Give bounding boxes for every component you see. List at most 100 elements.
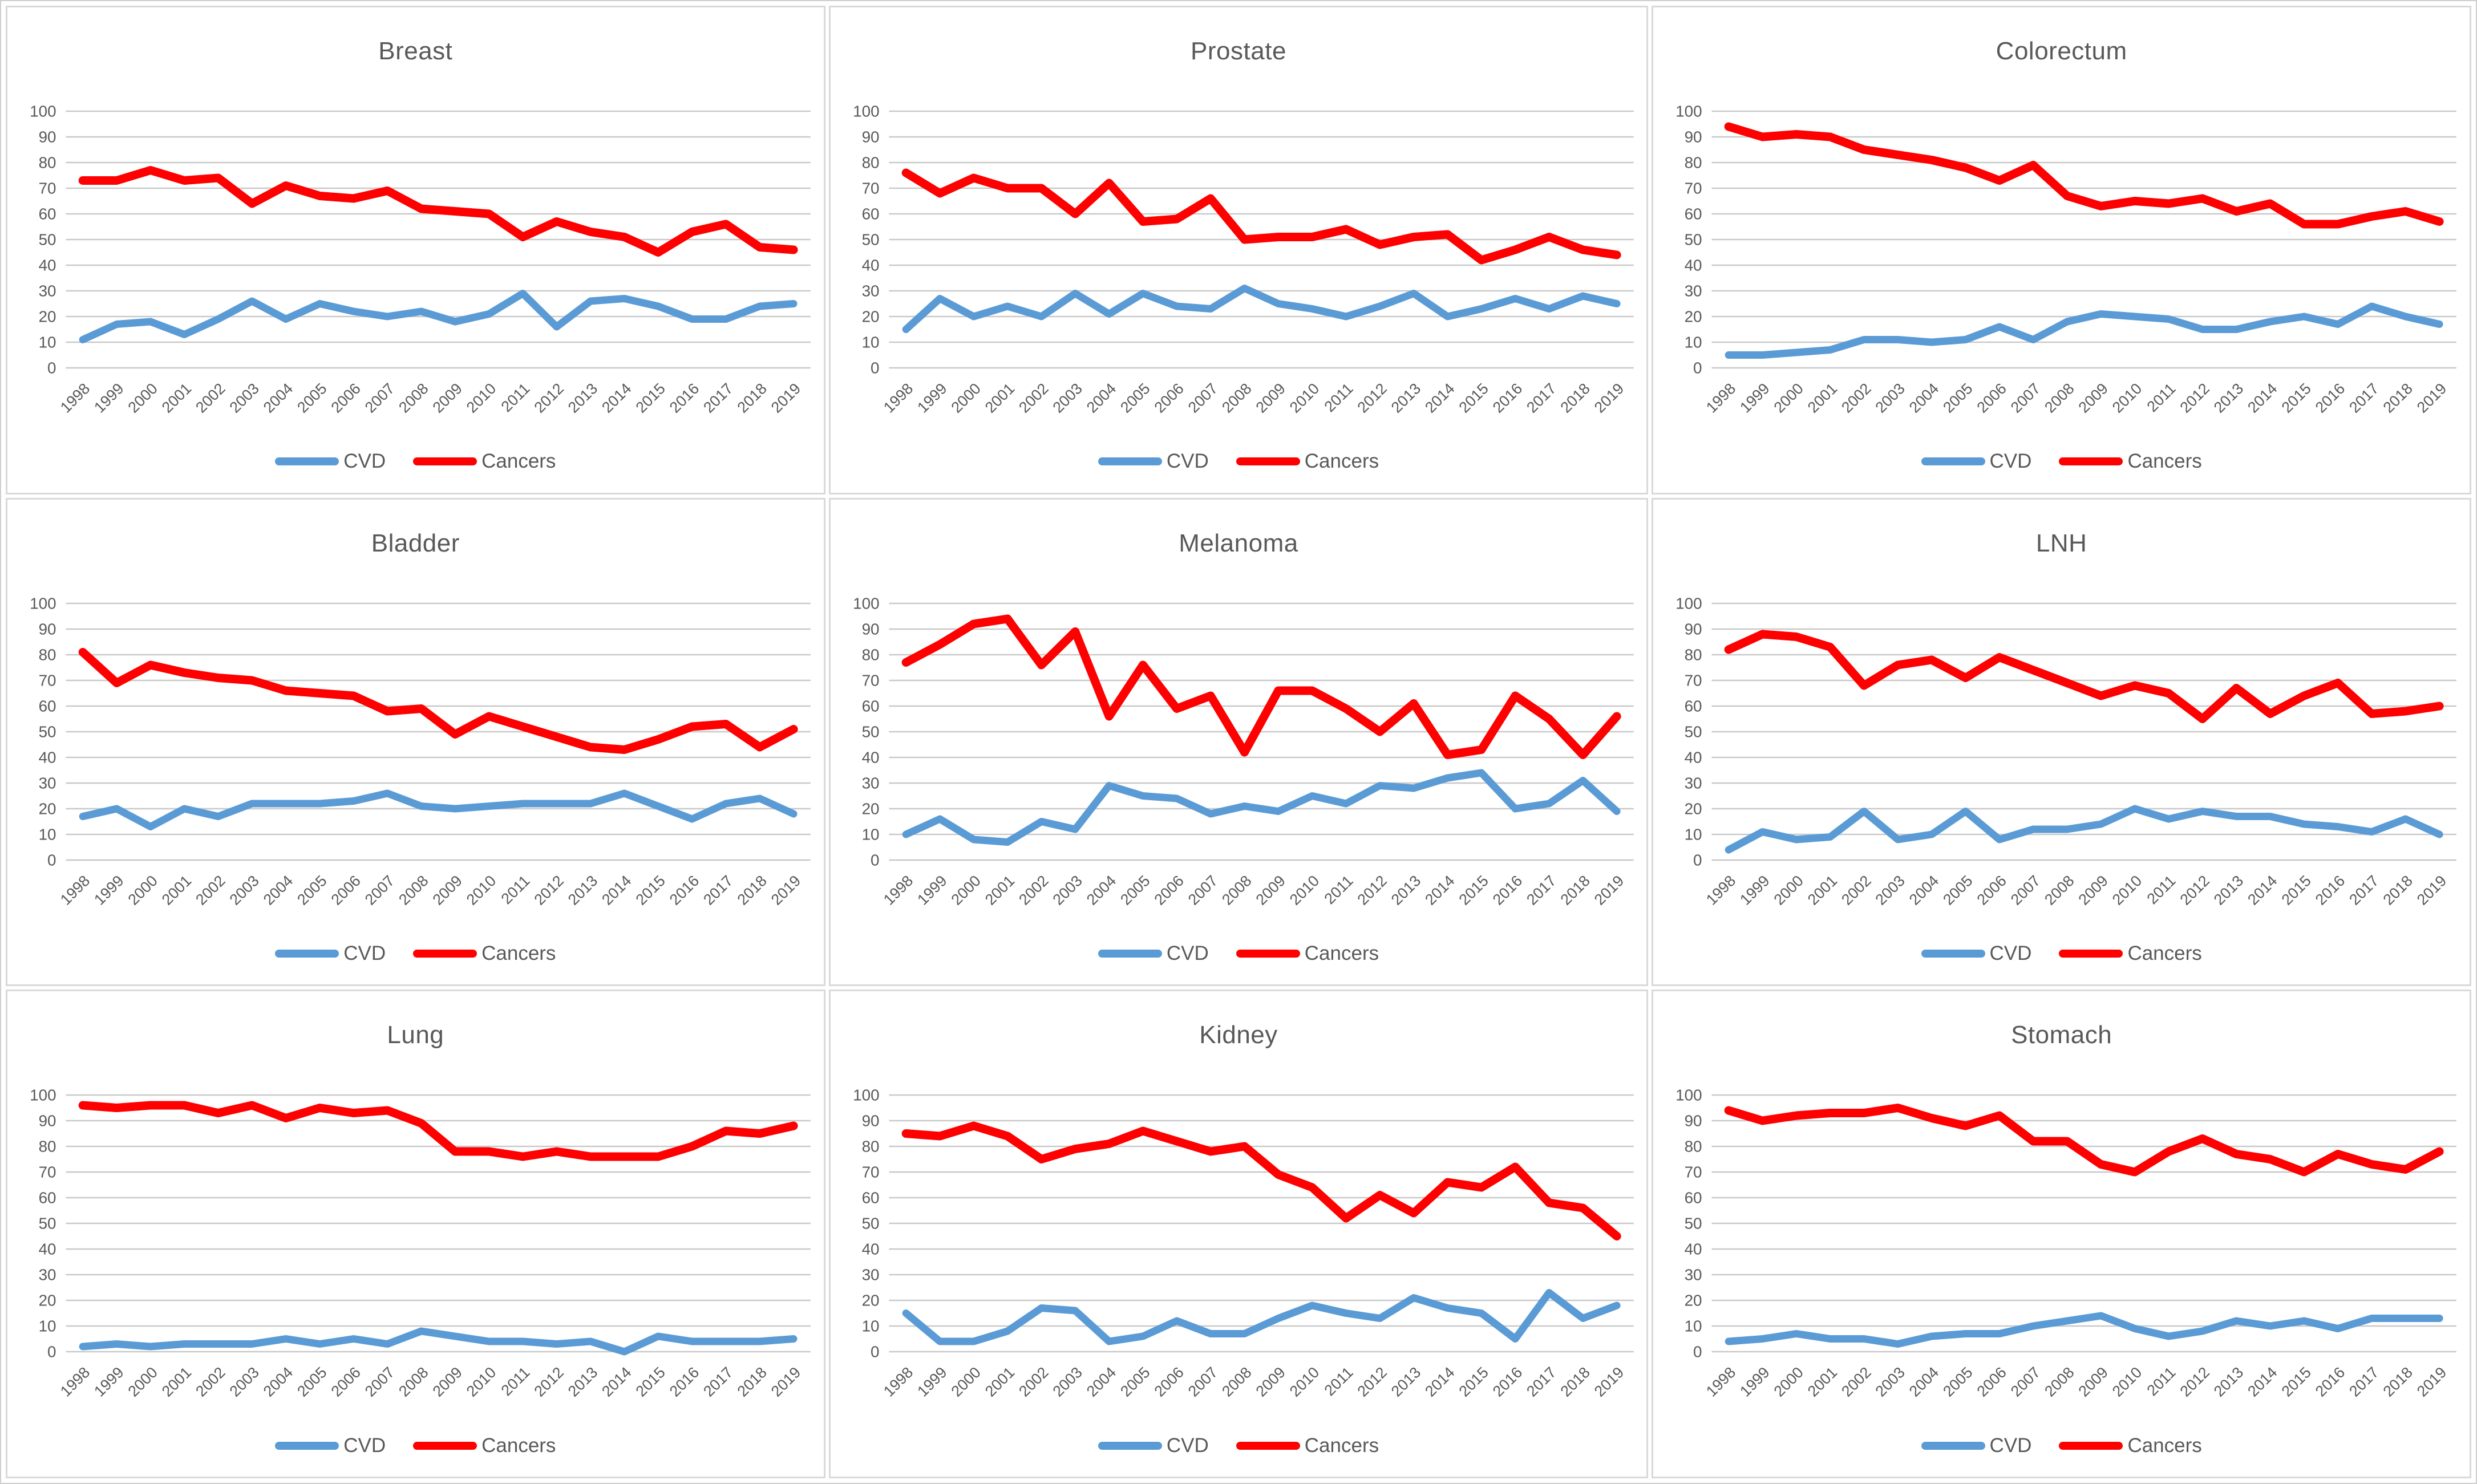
svg-text:70: 70 <box>1685 1163 1702 1181</box>
legend-item-cancers: Cancers <box>413 942 556 965</box>
svg-text:2004: 2004 <box>1906 380 1942 416</box>
legend-label-cvd: CVD <box>1989 450 2032 473</box>
svg-text:2003: 2003 <box>1049 380 1085 416</box>
chart-panel-lnh: LNH 100 90 80 70 60 50 40 30 20 10 0 1998 1999 2000 20… <box>1652 497 2471 987</box>
svg-text:2009: 2009 <box>430 872 466 909</box>
svg-text:40: 40 <box>861 256 879 274</box>
svg-text:2015: 2015 <box>633 380 669 416</box>
svg-text:2008: 2008 <box>2042 380 2078 416</box>
svg-text:2019: 2019 <box>1591 1364 1627 1400</box>
legend-label-cvd: CVD <box>1166 942 1209 964</box>
svg-text:2012: 2012 <box>1354 872 1390 909</box>
chart-title: Melanoma <box>1179 529 1298 557</box>
svg-text:2015: 2015 <box>2278 1364 2314 1400</box>
svg-text:1999: 1999 <box>1737 872 1773 909</box>
svg-text:70: 70 <box>861 1163 879 1181</box>
svg-text:2019: 2019 <box>768 872 804 909</box>
svg-text:2018: 2018 <box>2380 1364 2416 1400</box>
svg-text:2005: 2005 <box>1117 1364 1153 1400</box>
svg-text:2001: 2001 <box>159 380 195 416</box>
legend-item-cancers: Cancers <box>413 450 556 473</box>
legend-item-cancers: Cancers <box>2059 1434 2202 1457</box>
chart-legend: CVD Cancers <box>831 1420 1647 1477</box>
svg-text:2013: 2013 <box>1388 1364 1424 1400</box>
svg-text:50: 50 <box>861 723 879 740</box>
legend-swatch-cvd <box>1921 949 1985 958</box>
svg-text:2006: 2006 <box>328 872 364 909</box>
legend-swatch-cancers <box>1236 949 1300 958</box>
svg-text:2015: 2015 <box>633 872 669 909</box>
legend-label-cancers: Cancers <box>481 450 556 473</box>
chart-legend: CVD Cancers <box>7 436 824 493</box>
svg-text:2009: 2009 <box>2075 380 2111 416</box>
legend-item-cvd: CVD <box>1098 1434 1209 1457</box>
svg-text:2004: 2004 <box>1906 1364 1942 1400</box>
chart-title: LNH <box>2035 529 2087 557</box>
svg-text:2015: 2015 <box>1455 1364 1491 1400</box>
svg-text:70: 70 <box>861 671 879 689</box>
svg-text:50: 50 <box>39 1215 56 1232</box>
svg-text:10: 10 <box>39 333 56 351</box>
svg-text:60: 60 <box>1685 697 1702 715</box>
svg-text:2014: 2014 <box>2245 872 2281 909</box>
svg-text:2012: 2012 <box>531 1364 567 1400</box>
svg-text:2006: 2006 <box>1151 872 1187 909</box>
svg-text:2003: 2003 <box>226 1364 262 1400</box>
svg-text:2017: 2017 <box>1523 872 1559 909</box>
legend-item-cancers: Cancers <box>1236 942 1379 965</box>
svg-text:2009: 2009 <box>2075 872 2111 909</box>
svg-text:90: 90 <box>39 620 56 638</box>
chart-panel-stomach: Stomach 100 90 80 70 60 50 40 30 20 10 0 1998 1999 20… <box>1652 990 2471 1478</box>
svg-text:2003: 2003 <box>226 872 262 909</box>
svg-text:1998: 1998 <box>57 380 93 416</box>
chart-legend: CVD Cancers <box>7 928 824 985</box>
svg-text:10: 10 <box>861 1317 879 1335</box>
svg-text:2009: 2009 <box>1252 380 1288 416</box>
svg-text:2007: 2007 <box>362 872 398 909</box>
svg-text:0: 0 <box>47 851 56 869</box>
svg-text:90: 90 <box>39 128 56 145</box>
svg-text:30: 30 <box>1685 774 1702 792</box>
svg-text:2019: 2019 <box>2414 872 2450 909</box>
svg-text:2008: 2008 <box>2042 872 2078 909</box>
svg-text:0: 0 <box>1693 851 1702 869</box>
svg-text:0: 0 <box>871 1343 879 1361</box>
svg-text:2004: 2004 <box>1083 1364 1119 1400</box>
legend-swatch-cancers <box>413 457 477 466</box>
svg-text:80: 80 <box>861 1138 879 1155</box>
legend-label-cvd: CVD <box>1989 1434 2032 1457</box>
svg-text:1999: 1999 <box>91 380 127 416</box>
svg-text:70: 70 <box>39 1163 56 1181</box>
svg-text:2001: 2001 <box>982 1364 1018 1400</box>
svg-text:2016: 2016 <box>666 872 702 909</box>
svg-text:2002: 2002 <box>1839 1364 1875 1400</box>
legend-item-cancers: Cancers <box>413 1434 556 1457</box>
svg-text:40: 40 <box>39 256 56 274</box>
svg-text:2006: 2006 <box>328 380 364 416</box>
svg-text:2011: 2011 <box>1321 380 1356 415</box>
chart-legend: CVD Cancers <box>831 436 1647 493</box>
svg-text:20: 20 <box>39 307 56 325</box>
svg-text:2013: 2013 <box>2211 380 2247 416</box>
legend-swatch-cvd <box>1921 457 1985 466</box>
svg-text:2013: 2013 <box>1388 380 1424 416</box>
svg-text:2019: 2019 <box>1591 380 1627 416</box>
svg-text:2016: 2016 <box>666 380 702 416</box>
svg-text:2015: 2015 <box>633 1364 669 1400</box>
legend-swatch-cvd <box>275 1441 339 1450</box>
svg-text:2003: 2003 <box>1872 1364 1908 1400</box>
legend-swatch-cvd <box>1098 949 1162 958</box>
svg-text:100: 100 <box>853 594 879 612</box>
svg-text:20: 20 <box>1685 1292 1702 1309</box>
svg-text:0: 0 <box>1693 359 1702 376</box>
svg-text:2002: 2002 <box>1839 872 1875 909</box>
svg-text:1998: 1998 <box>57 1364 93 1400</box>
legend-item-cvd: CVD <box>275 450 386 473</box>
svg-text:2011: 2011 <box>498 1364 533 1399</box>
svg-text:2010: 2010 <box>463 872 499 909</box>
svg-text:2002: 2002 <box>192 1364 228 1400</box>
legend-label-cancers: Cancers <box>2127 1434 2202 1457</box>
legend-swatch-cvd <box>1098 457 1162 466</box>
svg-text:2010: 2010 <box>1286 872 1322 909</box>
chart-title: Lung <box>387 1021 444 1049</box>
